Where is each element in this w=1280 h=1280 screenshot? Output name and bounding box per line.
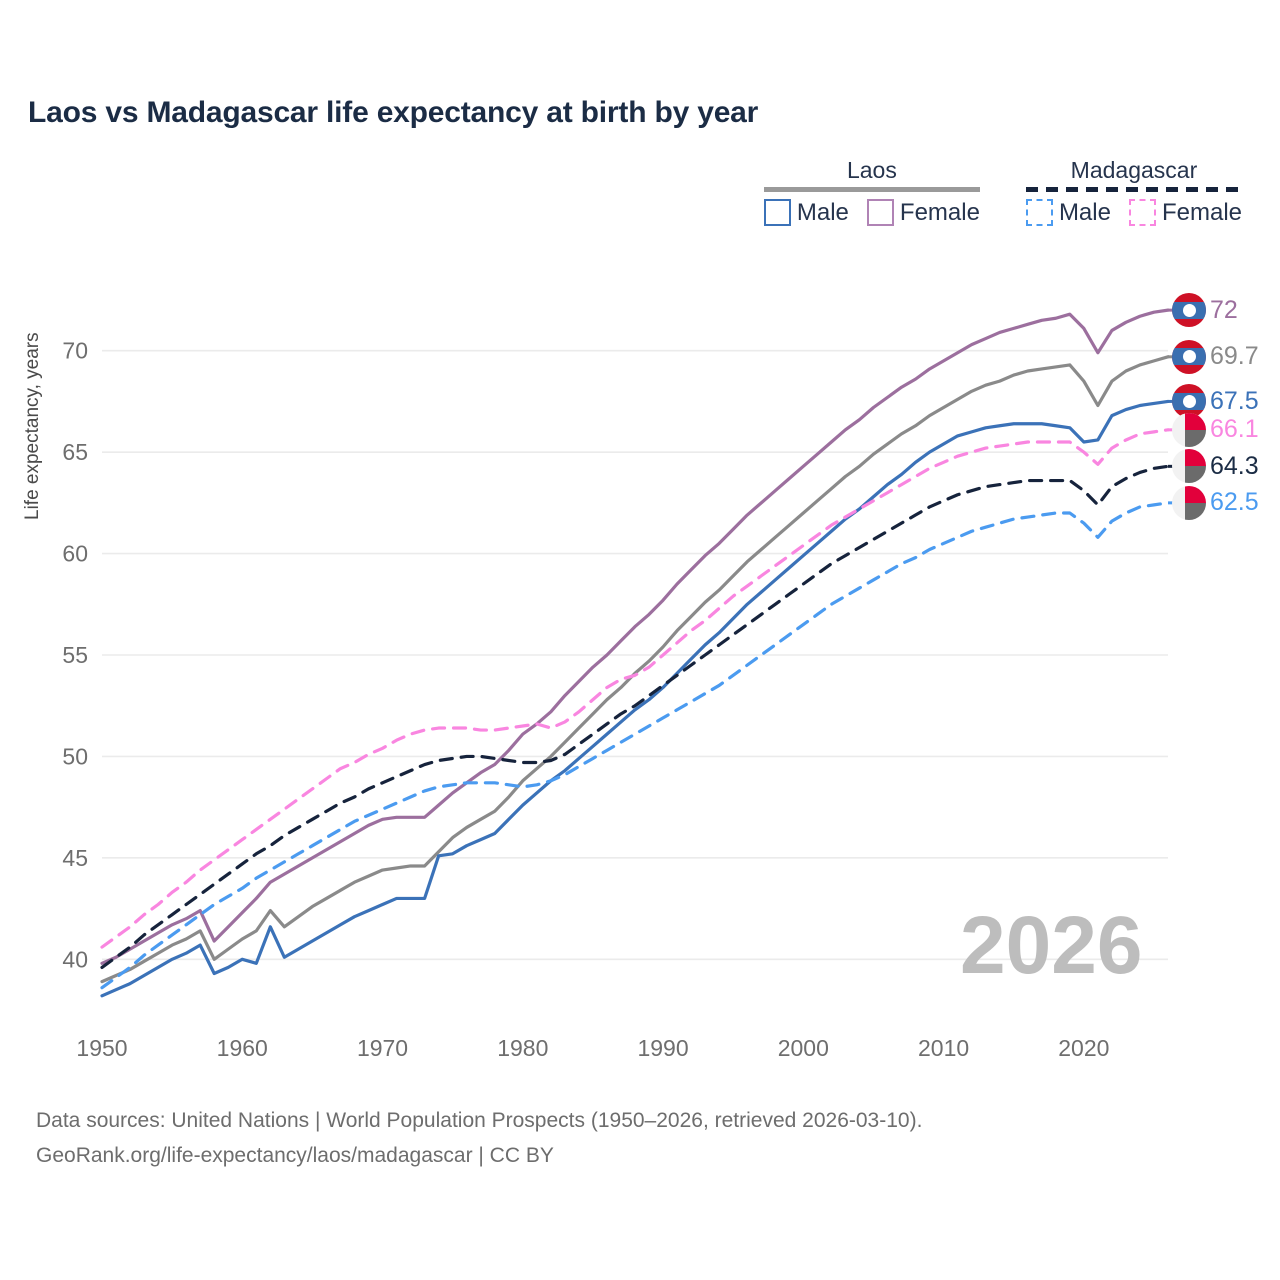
laos-flag-icon — [1172, 293, 1206, 328]
legend-group-madagascar: Madagascar Male Female — [1025, 157, 1242, 227]
legend-items-madagascar: Male Female — [1025, 198, 1242, 227]
legend-item-madagascar-male[interactable]: Male — [1025, 198, 1111, 227]
flag-disc — [1182, 394, 1196, 408]
end-value-label: 66.1 — [1172, 412, 1259, 447]
y-tick-label: 45 — [62, 845, 88, 871]
x-tick-label: 1960 — [217, 1035, 268, 1061]
legend-swatch-icon — [763, 199, 791, 227]
x-tick-label: 2020 — [1058, 1035, 1109, 1061]
chart-legend: Laos Male Female Madagascar Male — [763, 157, 1242, 227]
y-tick-label: 65 — [62, 439, 88, 465]
legend-item-label: Female — [1161, 198, 1242, 226]
gridlines — [102, 349, 1168, 961]
end-value-label: 69.7 — [1172, 339, 1259, 374]
y-tick-label: 50 — [62, 743, 88, 769]
footer-line-2: GeoRank.org/life-expectancy/laos/madagas… — [36, 1143, 554, 1167]
legend-swatch-icon — [1025, 199, 1053, 227]
year-watermark: 2026 — [960, 900, 1143, 991]
series-line — [100, 428, 1170, 949]
end-value-text: 67.5 — [1210, 386, 1259, 415]
x-tick-label: 1990 — [637, 1035, 688, 1061]
y-tick-label: 40 — [62, 946, 88, 972]
legend-item-label: Male — [1058, 198, 1111, 226]
flag-disc — [1182, 303, 1196, 317]
legend-item-label: Female — [899, 198, 980, 226]
legend-items-laos: Male Female — [763, 198, 980, 227]
end-value-label: 67.5 — [1172, 384, 1259, 419]
madagascar-flag-icon — [1172, 485, 1206, 520]
legend-item-laos-female[interactable]: Female — [866, 198, 980, 227]
page-title: Laos vs Madagascar life expectancy at bi… — [28, 96, 759, 129]
y-tick-label: 55 — [62, 642, 88, 668]
flag-top-right — [1184, 485, 1206, 503]
footer: Data sources: United Nations | World Pop… — [36, 1104, 922, 1173]
madagascar-flag-icon — [1172, 449, 1206, 484]
x-tick-label: 1950 — [76, 1035, 127, 1061]
flag-disc — [1182, 350, 1196, 364]
series-lines — [100, 308, 1170, 998]
laos-flag-icon — [1172, 384, 1206, 419]
y-axis-title: Life expectancy, years — [22, 332, 43, 520]
x-tick-label: 1970 — [357, 1035, 408, 1061]
end-value-label: 72 — [1172, 293, 1238, 328]
series-line — [100, 308, 1170, 965]
madagascar-flag-icon — [1172, 412, 1206, 447]
legend-country-laos: Laos — [846, 157, 897, 183]
laos-flag-icon — [1172, 339, 1206, 374]
legend-country-madagascar: Madagascar — [1070, 157, 1198, 183]
flag-bottom-right — [1184, 429, 1206, 447]
end-value-label: 62.5 — [1172, 485, 1259, 520]
x-axis-ticks: 1950 1960 1970 1980 1990 2000 2010 2020 — [76, 1035, 1109, 1061]
y-tick-label: 60 — [62, 541, 88, 567]
legend-swatch-icon — [866, 199, 894, 227]
y-axis-ticks: 40 45 50 55 60 65 70 — [62, 338, 88, 973]
legend-rule-madagascar — [1025, 187, 1242, 193]
flag-bottom-right — [1184, 502, 1206, 520]
end-value-text: 72 — [1210, 295, 1238, 324]
y-tick-label: 70 — [62, 338, 88, 364]
legend-item-label: Male — [796, 198, 849, 226]
end-value-text: 69.7 — [1210, 342, 1259, 371]
series-line — [100, 355, 1170, 984]
end-value-label: 64.3 — [1172, 449, 1259, 484]
series-line — [100, 501, 1170, 990]
x-tick-label: 2010 — [918, 1035, 969, 1061]
flag-top-right — [1184, 412, 1206, 430]
flag-bottom-right — [1184, 466, 1206, 484]
legend-item-madagascar-female[interactable]: Female — [1128, 198, 1242, 227]
legend-rule-laos — [763, 187, 980, 193]
end-value-text: 62.5 — [1210, 488, 1259, 517]
end-value-text: 64.3 — [1210, 451, 1259, 480]
series-line — [100, 464, 1170, 969]
series-line — [100, 399, 1170, 998]
end-value-text: 66.1 — [1210, 415, 1259, 444]
flag-top-right — [1184, 449, 1206, 467]
footer-line-1: Data sources: United Nations | World Pop… — [36, 1109, 923, 1132]
legend-item-laos-male[interactable]: Male — [763, 198, 849, 227]
legend-swatch-icon — [1128, 199, 1156, 227]
x-tick-label: 2000 — [778, 1035, 829, 1061]
x-tick-label: 1980 — [497, 1035, 548, 1061]
legend-group-laos: Laos Male Female — [763, 157, 980, 227]
